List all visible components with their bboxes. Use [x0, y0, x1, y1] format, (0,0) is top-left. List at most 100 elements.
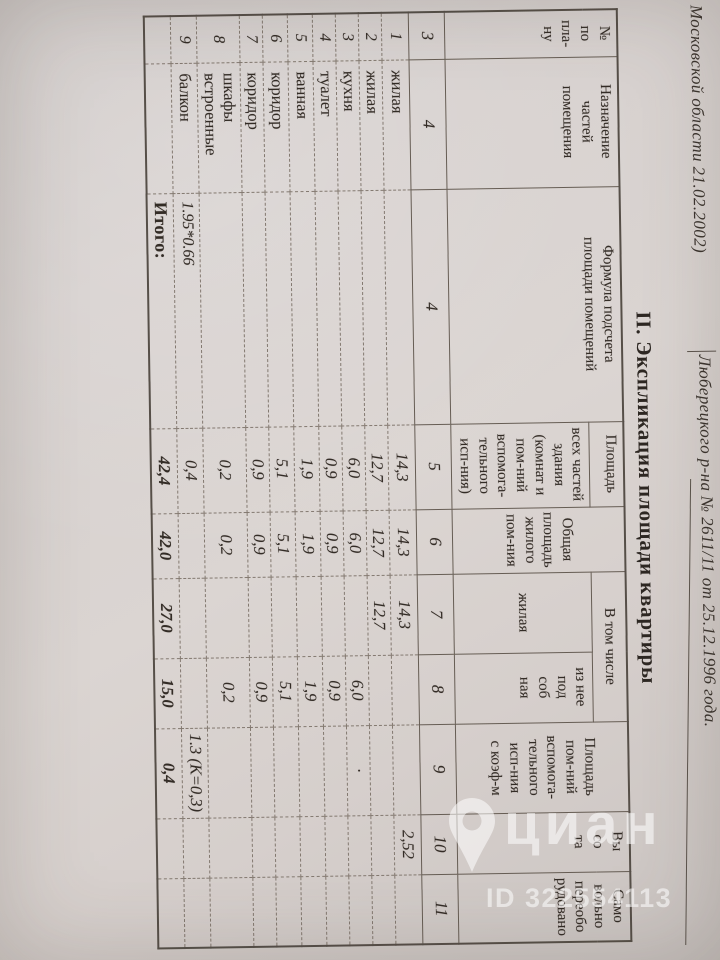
cell-formula — [242, 191, 269, 428]
cell-plan-no: 7 — [239, 14, 264, 63]
col-header-formula: Формула подсчета площади помещений — [447, 186, 624, 424]
cell-plan-no: 3 — [335, 13, 360, 61]
cell-plan-no: 5 — [287, 13, 314, 62]
col-header-area-all-sub: всех частей здания (комнат и пом-ний всп… — [450, 421, 591, 509]
cell-area-total: 14,3 — [389, 509, 418, 575]
cell-area-coef — [298, 725, 326, 817]
col-header-plan-no: № по пла- ну — [444, 9, 618, 59]
cell-area-living — [296, 575, 323, 657]
cell-unauthorized — [372, 874, 397, 946]
cell-area-all: 14,3 — [387, 424, 417, 510]
doc-ref-line-right: Люберецкого р-на № 2611/11 от 25.12.1996… — [695, 354, 720, 728]
cell-unauthorized — [253, 876, 278, 947]
cell-formula — [361, 189, 388, 426]
cell-empty — [144, 63, 174, 194]
col-header-purpose: Назначение частей помещения — [445, 56, 620, 189]
col-header-including: В том числе — [591, 571, 628, 722]
cell-plan-no: 4 — [312, 13, 337, 61]
cell-area-all: 0,2 — [202, 427, 248, 513]
cell-area-living: 14,3 — [390, 574, 419, 655]
cell-area-living: 12,7 — [367, 574, 392, 656]
cell-empty — [143, 16, 172, 64]
cell-room-name: коридор — [263, 61, 291, 192]
cell-room-name: коридор — [240, 61, 266, 193]
cell-total-area-all: 42,4 — [149, 428, 179, 514]
cell-area-aux — [391, 654, 420, 725]
cell-room-name: туалет — [313, 60, 339, 191]
col-number: 6 — [416, 508, 454, 575]
cell-area-total: 5,1 — [270, 511, 297, 577]
cell-area-living — [271, 576, 298, 657]
cell-area-coef: 1.3 (К=0,3) — [181, 727, 210, 819]
cell-area-aux — [368, 654, 393, 726]
col-number: 3 — [408, 11, 446, 60]
col-header-living: жилая — [453, 571, 593, 654]
col-number: 7 — [417, 573, 455, 655]
cell-area-coef — [250, 726, 276, 817]
cell-room-name: жилая — [382, 59, 412, 190]
cell-formula — [265, 191, 294, 427]
cell-area-all: 6,0 — [341, 425, 367, 511]
cell-area-coef — [323, 725, 349, 816]
doc-ref-line-left: Московской области 21.02.2002) — [686, 4, 710, 254]
cell-plan-no: 8 — [196, 15, 241, 63]
col-number: 4 — [411, 188, 451, 425]
cell-area-aux: 0,9 — [322, 655, 347, 726]
cell-formula — [384, 189, 415, 425]
col-header-auxiliary: из нее под соб ная — [454, 651, 594, 724]
cell-area-living — [321, 575, 346, 656]
cell-height — [371, 814, 396, 876]
cell-height — [183, 817, 211, 879]
watermark-brand-text: циан — [504, 792, 663, 857]
cell-height — [275, 816, 302, 877]
cell-room-name: шкафы встроенные — [197, 62, 243, 193]
cell-unauthorized — [210, 876, 255, 948]
col-number: 4 — [409, 58, 448, 190]
cell-area-total: 0,9 — [247, 511, 272, 577]
cell-unauthorized — [301, 875, 328, 947]
col-header-total-living-area: Общая площадь жилого пом-ния — [452, 506, 626, 574]
cell-area-aux — [180, 657, 208, 729]
cell-unauthorized — [184, 877, 212, 949]
cell-height — [300, 815, 327, 877]
cell-area-coef — [369, 724, 395, 816]
cell-plan-no: 6 — [262, 14, 289, 62]
cell-area-all: 12,7 — [364, 424, 390, 511]
cell-total-living: 27,0 — [152, 578, 181, 659]
watermark-id-text: ID 322554113 — [486, 883, 673, 913]
cell-unauthorized — [326, 875, 351, 946]
cell-area-all: 1,9 — [293, 425, 321, 512]
cell-area-total: 0,9 — [320, 510, 345, 576]
cell-area-aux: 0,2 — [206, 656, 251, 728]
cell-room-name: кухня — [336, 60, 362, 191]
cell-unauthorized — [276, 876, 303, 947]
cell-area-aux: 6,0 — [345, 655, 370, 726]
cell-area-coef — [207, 726, 253, 818]
cell-height — [209, 816, 254, 878]
cell-area-aux: 5,1 — [272, 656, 299, 727]
cell-area-all: 0,4 — [176, 427, 205, 514]
cell-area-all: 5,1 — [268, 426, 296, 512]
cell-area-total: 1,9 — [295, 510, 322, 577]
cell-unauthorized — [349, 875, 374, 946]
cell-height — [325, 815, 350, 876]
cell-area-living — [205, 576, 250, 658]
cell-total-area: 42,0 — [151, 513, 180, 579]
cell-height: 2,52 — [394, 814, 423, 875]
col-header-area-all: Площадь — [589, 421, 625, 507]
cell-height — [252, 816, 277, 877]
cell-formula — [199, 192, 246, 428]
cell-area-aux: 1,9 — [297, 655, 324, 727]
cell-total-height — [156, 818, 185, 879]
cell-formula: 1.95*0.66 — [173, 192, 203, 429]
cell-area-living — [248, 576, 273, 657]
cell-area-all: 0,9 — [245, 426, 271, 512]
cell-area-coef — [273, 726, 301, 817]
cell-total-coef: 0,4 — [154, 728, 184, 819]
cell-area-total — [178, 512, 206, 579]
cell-plan-no: 9 — [170, 15, 198, 64]
upper-section-divider-line — [687, 350, 717, 353]
cell-unauthorized — [395, 874, 424, 945]
cell-area-coef — [392, 724, 422, 815]
upper-section-border-line — [685, 479, 692, 946]
